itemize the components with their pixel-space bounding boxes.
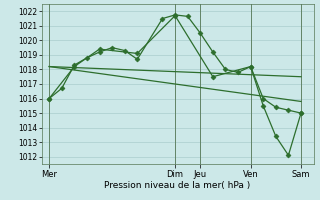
X-axis label: Pression niveau de la mer( hPa ): Pression niveau de la mer( hPa ) [104,181,251,190]
